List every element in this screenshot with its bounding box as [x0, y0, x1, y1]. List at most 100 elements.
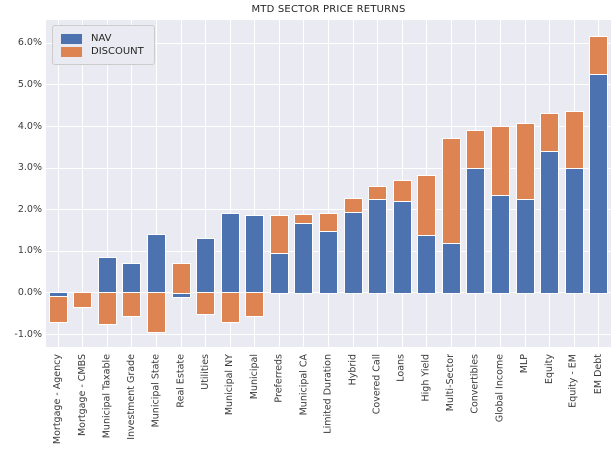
x-tick-label: Investment Grade [125, 354, 137, 440]
bar-discount-segment [441, 137, 461, 244]
bar-nav-segment [441, 241, 461, 294]
x-tick-label: High Yield [420, 354, 432, 402]
bar-discount-segment [220, 291, 240, 324]
bar-nav-segment [392, 200, 412, 294]
y-tick-label: 2.0% [17, 203, 42, 215]
bar-discount-segment [147, 291, 167, 334]
bar-discount-segment [319, 212, 338, 232]
x-tick-label: EM Debt [592, 354, 604, 395]
legend-label: NAV [91, 33, 112, 44]
x-gridline [278, 20, 280, 347]
x-gridline [156, 20, 158, 347]
bar-nav-segment [196, 237, 216, 294]
x-tick-label: Loans [396, 354, 408, 382]
x-tick-label: Equity - EM [568, 354, 580, 408]
bar-nav-segment [220, 212, 240, 294]
x-tick-label: Covered Call [371, 354, 383, 415]
bar-discount-segment [269, 214, 289, 255]
plot-area [46, 20, 611, 347]
bar-discount-segment [490, 125, 510, 197]
bar-discount-segment [540, 113, 560, 153]
x-tick-label: Mortgage - CMBS [76, 354, 88, 437]
legend: NAV DISCOUNT [52, 25, 155, 65]
x-tick-label: Municipal Taxable [101, 354, 113, 439]
bar-discount-segment [73, 291, 93, 309]
y-tick-label: 4.0% [17, 120, 42, 132]
x-tick-label: Hybrid [347, 354, 359, 386]
bar-discount-segment [392, 179, 412, 203]
bar-nav-segment [171, 291, 191, 299]
x-tick-label: Municipal State [150, 354, 162, 428]
x-tick-label: Global Income [494, 354, 506, 423]
x-tick-label: Municipal CA [297, 354, 309, 416]
bar-nav-segment [343, 210, 363, 294]
x-gridline [352, 20, 354, 347]
x-tick-label: MLP [519, 354, 531, 374]
bar-discount-segment [122, 291, 142, 317]
x-gridline [303, 20, 305, 347]
x-tick-label: Convertibles [469, 354, 481, 414]
x-tick-label: Preferreds [273, 354, 285, 403]
bar-discount-segment [294, 214, 314, 225]
bar-nav-segment [589, 73, 609, 294]
x-gridline [377, 20, 379, 347]
bar-discount-segment [343, 198, 363, 213]
x-tick-label: Mortgage - Agency [52, 354, 64, 445]
discount-swatch-icon [61, 46, 82, 57]
x-gridline [106, 20, 108, 347]
legend-item-discount: DISCOUNT [61, 46, 144, 57]
bar-discount-segment [589, 36, 609, 76]
bar-nav-segment [245, 214, 265, 294]
bar-nav-segment [564, 167, 584, 294]
bar-discount-segment [171, 262, 191, 294]
x-gridline [82, 20, 84, 347]
bar-nav-segment [48, 291, 68, 299]
x-tick-label: Multi-Sector [445, 354, 457, 412]
x-tick-label: Municipal [248, 354, 260, 400]
bar-nav-segment [540, 150, 560, 294]
bar-nav-segment [417, 233, 437, 294]
x-tick-label: Real Estate [175, 354, 187, 408]
bar-nav-segment [294, 222, 314, 294]
legend-item-nav: NAV [61, 33, 144, 44]
bar-discount-segment [368, 185, 388, 201]
y-tick-label: 3.0% [17, 162, 42, 174]
x-gridline [131, 20, 133, 347]
bar-nav-segment [97, 256, 117, 294]
x-gridline [57, 20, 59, 347]
bar-discount-segment [417, 175, 437, 236]
bar-nav-segment [515, 198, 535, 294]
bar-discount-segment [515, 123, 535, 201]
x-tick-label: Utilities [199, 354, 211, 390]
bar-nav-segment [319, 229, 338, 294]
bar-discount-segment [466, 130, 486, 170]
bar-discount-segment [245, 291, 265, 317]
bar-nav-segment [269, 252, 289, 294]
nav-swatch-icon [61, 33, 82, 44]
bar-nav-segment [122, 262, 142, 294]
x-gridline [180, 20, 182, 347]
y-tick-label: 6.0% [17, 37, 42, 49]
x-gridline [205, 20, 207, 347]
y-tick-label: -1.0% [14, 328, 42, 340]
y-tick-label: 1.0% [17, 245, 42, 257]
bar-discount-segment [564, 110, 584, 170]
bar-nav-segment [490, 194, 510, 294]
chart-title: MTD SECTOR PRICE RETURNS [251, 4, 406, 15]
bar-discount-segment [48, 296, 68, 324]
legend-label: DISCOUNT [91, 46, 144, 57]
x-tick-label: Equity [543, 354, 555, 385]
x-tick-label: Municipal NY [224, 354, 236, 416]
y-tick-label: 0.0% [17, 286, 42, 298]
bar-nav-segment [466, 167, 486, 294]
bar-discount-segment [196, 291, 216, 315]
bar-discount-segment [97, 291, 117, 326]
y-tick-label: 5.0% [17, 78, 42, 90]
bar-nav-segment [147, 233, 167, 294]
x-tick-label: Limited Duration [322, 354, 334, 434]
bar-nav-segment [368, 198, 388, 294]
x-gridline [328, 20, 329, 347]
x-gridline [229, 20, 231, 347]
x-gridline [254, 20, 256, 347]
